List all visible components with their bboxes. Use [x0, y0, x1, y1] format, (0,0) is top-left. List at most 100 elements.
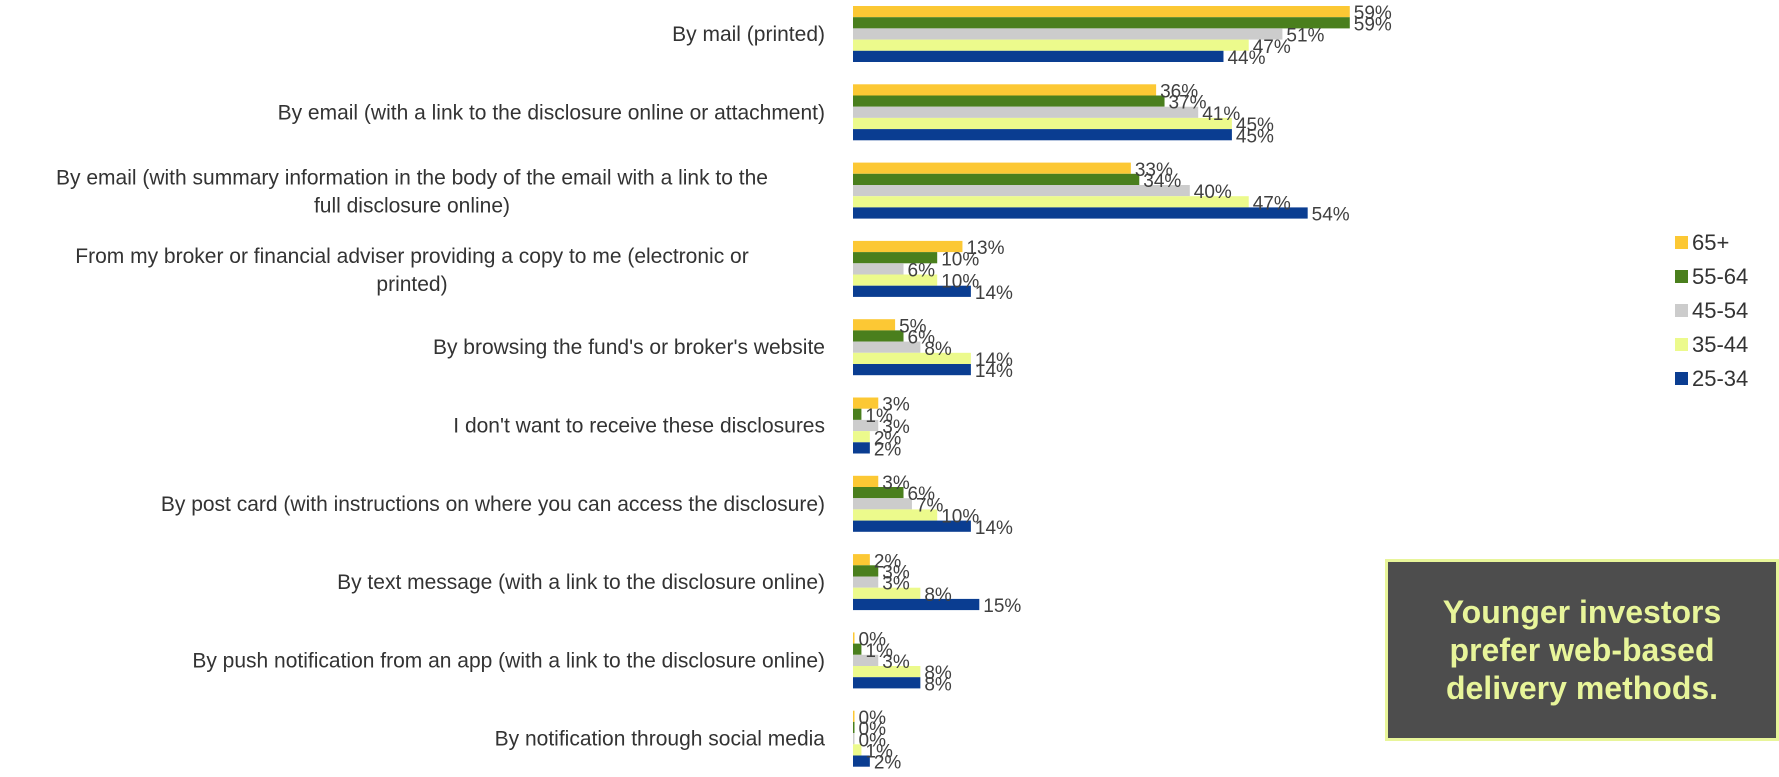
value-label: 37% — [1169, 93, 1207, 114]
value-label: 10% — [941, 249, 979, 270]
bar-35-44 — [853, 509, 938, 521]
bar-65+ — [853, 397, 879, 409]
value-label: 3% — [882, 563, 910, 584]
bar-35-44 — [853, 274, 938, 286]
bar-45-54 — [853, 106, 1199, 118]
category-label: By email (with summary information in th… — [56, 167, 768, 218]
value-label: 1% — [865, 641, 893, 662]
bar-55-64 — [853, 408, 862, 420]
value-label: 13% — [966, 238, 1004, 259]
bar-55-64 — [853, 17, 1350, 29]
bar-35-44 — [853, 744, 862, 756]
category-label: By email (with a link to the disclosure … — [278, 101, 825, 124]
value-label: 44% — [1227, 48, 1265, 69]
legend-label: 25-34 — [1692, 366, 1748, 391]
bar-65+ — [853, 319, 896, 331]
value-labels: 59%59%51%47%44%36%37%41%45%45%33%34%40%4… — [859, 3, 1392, 774]
value-label: 1% — [865, 406, 893, 427]
bar-55-64 — [853, 487, 904, 499]
bar-55-64 — [853, 643, 862, 655]
value-label: 40% — [1194, 182, 1232, 203]
bar-25-34 — [853, 50, 1224, 62]
bar-65+ — [853, 84, 1157, 96]
bar-55-64 — [853, 95, 1165, 107]
value-label: 59% — [1354, 3, 1392, 24]
value-label: 3% — [882, 473, 910, 494]
value-label: 41% — [1202, 104, 1240, 125]
bar-65+ — [853, 6, 1350, 18]
value-label: 10% — [941, 507, 979, 528]
value-label: 1% — [865, 742, 893, 763]
category-label: By browsing the fund's or broker's websi… — [433, 336, 825, 359]
value-label: 7% — [916, 495, 944, 516]
value-label: 34% — [1143, 171, 1181, 192]
category-label: By mail (printed) — [672, 23, 825, 46]
bar-55-64 — [853, 252, 938, 264]
value-label: 0% — [859, 630, 887, 651]
bar-35-44 — [853, 587, 921, 599]
value-label: 8% — [924, 585, 952, 606]
value-label: 2% — [874, 440, 902, 461]
legend-label: 35-44 — [1692, 332, 1748, 357]
value-label: 6% — [908, 261, 936, 282]
legend-swatch — [1675, 270, 1688, 283]
value-label: 3% — [882, 395, 910, 416]
value-label: 45% — [1236, 126, 1274, 147]
category-labels: By mail (printed) By email (with a link t… — [56, 23, 825, 751]
bar-65+ — [853, 554, 870, 566]
bar-25-34 — [853, 677, 921, 689]
bar-35-44 — [853, 39, 1249, 51]
value-label: 3% — [882, 417, 910, 438]
bar-45-54 — [853, 498, 912, 510]
value-label: 0% — [859, 719, 887, 740]
value-label: 47% — [1253, 193, 1291, 214]
value-label: 6% — [908, 328, 936, 349]
value-label: 5% — [899, 316, 927, 337]
value-label: 33% — [1135, 160, 1173, 181]
value-label: 0% — [859, 730, 887, 751]
value-label: 3% — [882, 652, 910, 673]
bar-65+ — [853, 162, 1131, 174]
legend-label: 55-64 — [1692, 264, 1748, 289]
value-label: 14% — [975, 361, 1013, 382]
bar-35-44 — [853, 431, 870, 443]
category-label: By push notification from an app (with a… — [192, 649, 825, 672]
value-label: 54% — [1312, 205, 1350, 226]
value-label: 36% — [1160, 82, 1198, 103]
value-label: 0% — [859, 708, 887, 729]
legend-label: 65+ — [1692, 230, 1729, 255]
bar-series — [853, 6, 1350, 767]
bar-25-34 — [853, 442, 870, 454]
legend-label: 45-54 — [1692, 298, 1748, 323]
bar-45-54 — [853, 733, 855, 745]
legend-swatch — [1675, 372, 1688, 385]
bar-35-44 — [853, 117, 1232, 130]
bar-25-34 — [853, 755, 870, 767]
bar-25-34 — [853, 129, 1232, 141]
bar-55-64 — [853, 330, 904, 342]
bar-25-34 — [853, 364, 971, 376]
value-label: 10% — [941, 272, 979, 293]
value-label: 14% — [975, 518, 1013, 539]
legend-swatch — [1675, 338, 1688, 351]
bar-25-34 — [853, 285, 971, 297]
bar-65+ — [853, 710, 855, 722]
bar-25-34 — [853, 520, 971, 532]
legend-swatch — [1675, 236, 1688, 249]
bar-45-54 — [853, 263, 904, 275]
value-label: 3% — [882, 574, 910, 595]
value-label: 51% — [1286, 26, 1324, 47]
category-label: I don't want to receive these disclosure… — [453, 415, 825, 438]
bar-25-34 — [853, 598, 980, 611]
value-label: 8% — [924, 339, 952, 360]
bar-65+ — [853, 475, 879, 487]
value-label: 8% — [924, 663, 952, 684]
value-label: 15% — [983, 596, 1021, 617]
bar-35-44 — [853, 196, 1249, 208]
value-label: 2% — [874, 551, 902, 572]
category-label: By text message (with a link to the disc… — [337, 571, 825, 594]
value-label: 45% — [1236, 115, 1274, 136]
bar-65+ — [853, 632, 855, 644]
bar-45-54 — [853, 28, 1283, 40]
